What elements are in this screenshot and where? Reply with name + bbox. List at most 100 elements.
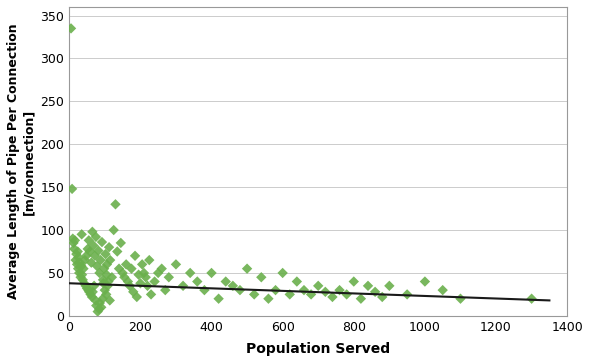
Point [67,186,77,192]
Point [88,242,98,248]
Point [66,25,76,31]
Point [125,283,135,289]
Point [91,303,101,309]
Point [320,289,330,295]
Point [85,249,94,254]
Point [299,287,309,293]
Point [242,266,252,272]
Point [402,291,412,297]
Point [109,227,119,233]
Point [70,246,79,252]
Point [136,280,145,286]
Point [101,291,111,297]
Point [73,261,82,267]
Point [150,279,159,285]
Point [81,283,90,289]
Point [292,279,301,285]
Point [455,296,465,302]
Point [96,257,105,263]
Point [71,257,80,263]
Point [114,266,124,272]
Point [90,253,100,259]
Point [378,294,387,300]
Point [103,283,112,289]
Point [97,305,106,310]
Point [385,283,394,289]
Point [129,289,138,295]
Point [113,249,122,254]
Point [153,270,163,276]
Point [157,266,166,272]
Point [214,296,224,302]
Point [76,274,86,280]
Point [78,277,87,283]
Point [73,249,83,254]
Point [199,287,209,293]
Point [123,279,133,285]
Point [111,201,120,207]
Point [342,291,352,297]
Point [105,298,114,303]
Point [116,240,126,246]
Point [257,274,266,280]
Point [84,287,93,293]
Point [78,266,88,272]
Point [356,296,366,302]
Point [101,251,110,257]
Point [69,240,78,246]
Point [130,253,140,259]
Point [83,246,93,252]
Point [77,272,87,278]
Point [77,263,86,269]
Point [86,291,96,297]
Point [70,237,80,243]
Point [278,270,287,276]
Point [118,270,127,276]
Point [102,272,112,278]
Point [206,270,216,276]
Point [95,300,104,306]
Point [132,294,142,300]
Point [88,229,97,234]
Point [99,277,108,283]
Point [81,253,91,259]
Point [94,306,104,312]
Point [106,257,115,263]
Point [82,285,91,291]
Point [420,279,430,285]
Point [264,296,273,302]
Point [120,274,129,280]
Point [134,272,143,278]
Point [68,236,77,241]
Point [98,296,107,302]
Point [107,274,117,280]
Point [99,266,109,272]
Point [99,280,108,286]
Point [91,234,101,240]
Point [95,270,104,276]
Point [306,291,316,297]
Point [141,274,150,280]
Point [75,260,84,266]
Point [271,287,280,293]
Point [122,261,131,267]
Point [139,270,149,276]
Y-axis label: Average Length of Pipe Per Connection
[m/connection]: Average Length of Pipe Per Connection [m… [7,24,35,299]
Point [185,270,195,276]
Point [88,289,97,295]
Point [80,280,89,286]
Point [192,279,202,285]
Point [145,257,154,263]
Point [221,279,231,285]
Point [97,239,107,245]
Point [327,294,337,300]
Point [527,296,536,302]
Point [285,291,294,297]
Point [127,266,136,272]
Point [313,283,323,289]
Point [74,254,83,260]
Point [77,232,86,237]
Point [235,287,245,293]
Point [160,287,170,293]
Point [71,251,81,257]
